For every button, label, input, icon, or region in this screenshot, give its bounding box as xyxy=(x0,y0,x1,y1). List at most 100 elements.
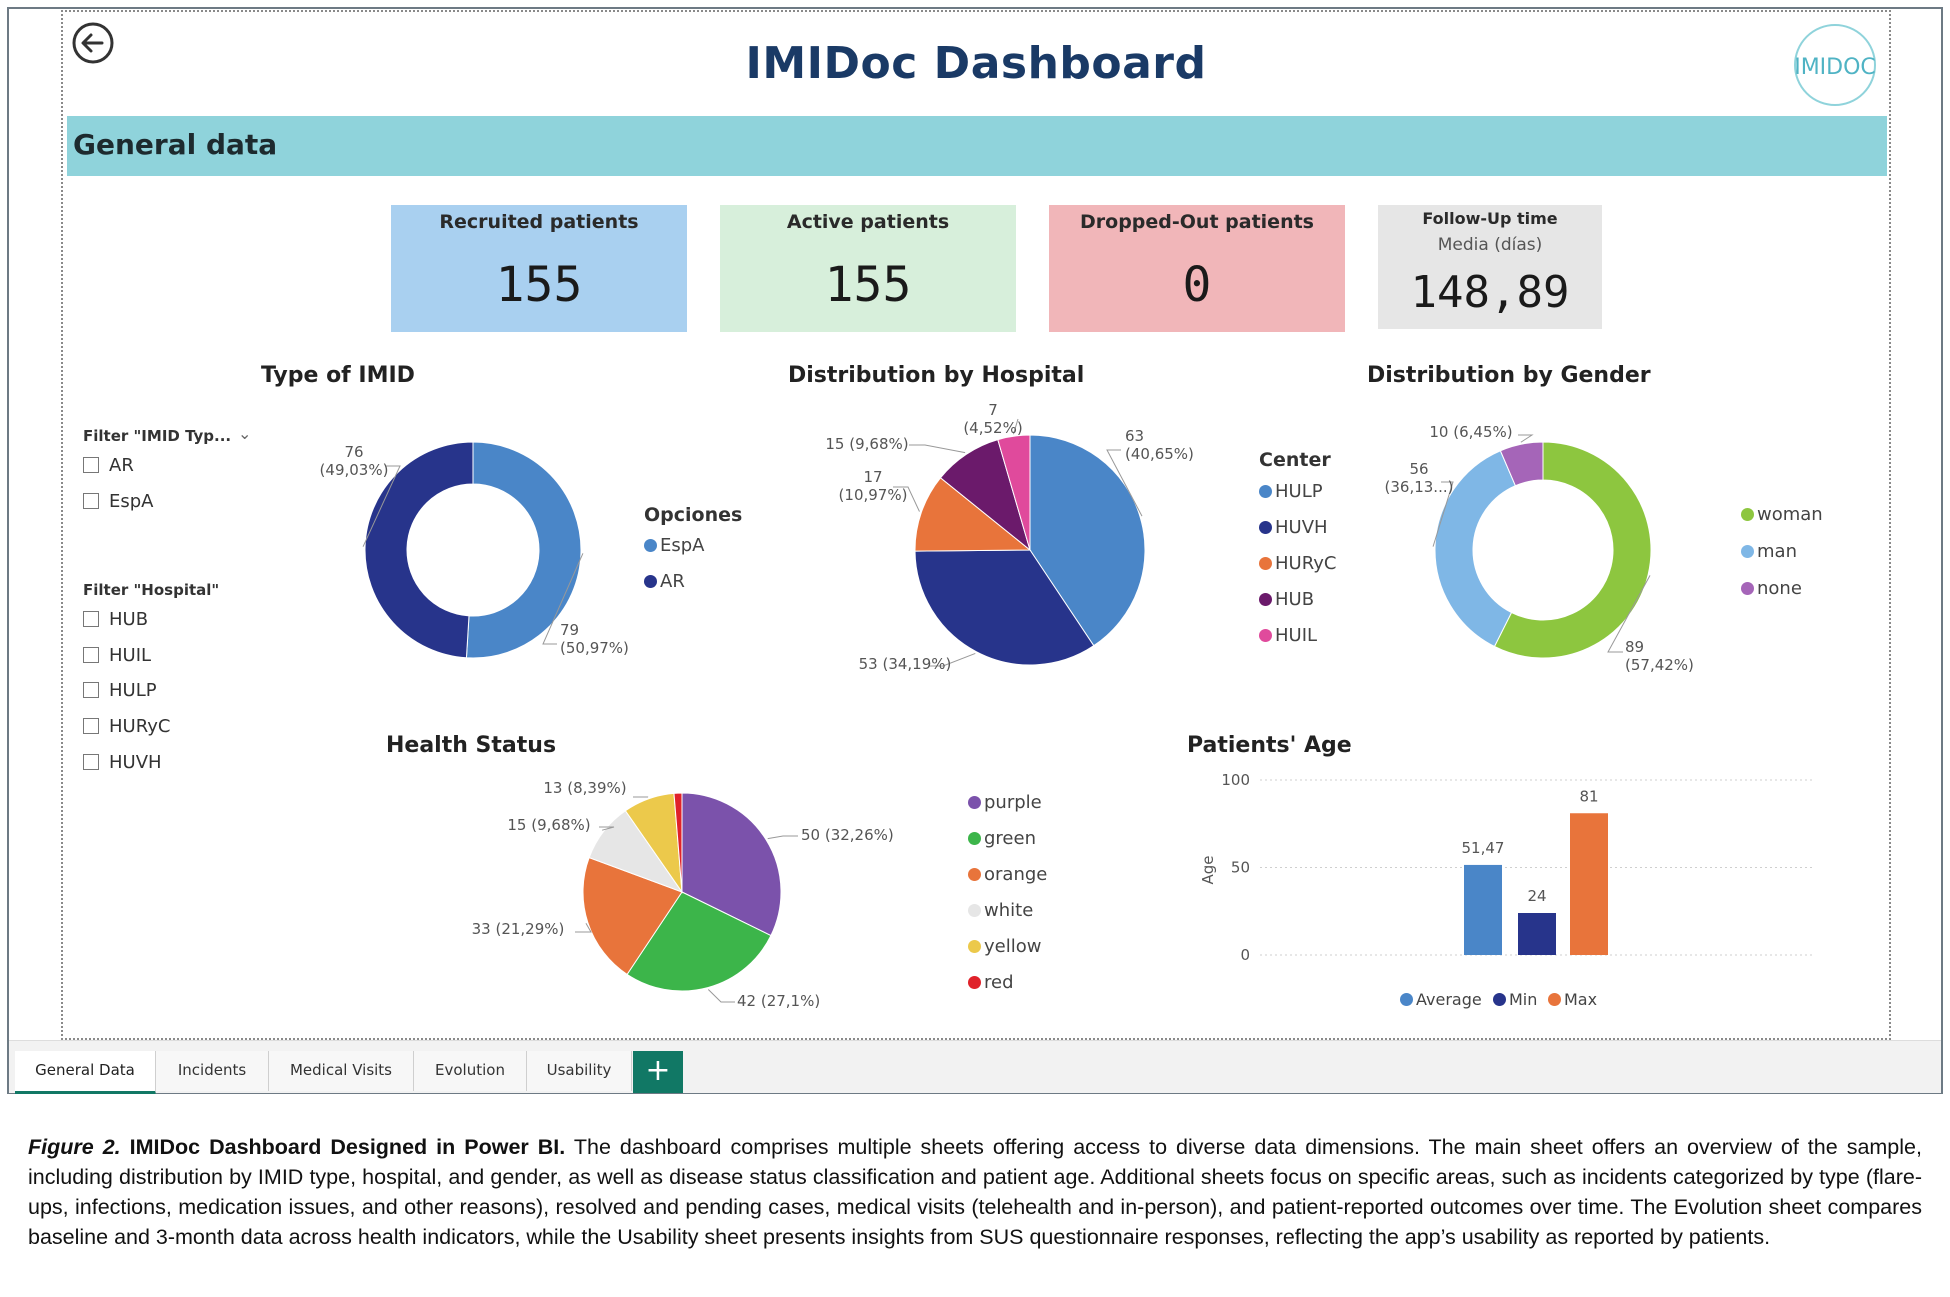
checkbox[interactable] xyxy=(83,493,99,509)
pie-slice-none[interactable] xyxy=(1499,441,1544,487)
data-label: 89 (57,42%) xyxy=(1625,638,1694,674)
legend-item-huil[interactable]: HUIL xyxy=(1259,625,1317,646)
tab-incidents[interactable]: Incidents xyxy=(156,1051,269,1091)
data-label: 15 (9,68%) xyxy=(825,435,908,453)
checkbox[interactable] xyxy=(83,611,99,627)
logo-text: IMIDOC xyxy=(1794,55,1876,80)
filter-option-huryc[interactable]: HURyC xyxy=(83,716,170,737)
add-tab-button[interactable]: + xyxy=(633,1051,683,1093)
legend-label: Min xyxy=(1509,990,1538,1009)
figure-label: Figure 2. xyxy=(28,1135,121,1159)
checkbox[interactable] xyxy=(83,457,99,473)
bar-min[interactable] xyxy=(1518,913,1556,955)
imidoc-logo: IMIDOC xyxy=(1787,21,1883,109)
bar-average[interactable] xyxy=(1464,864,1502,955)
legend-item-hulp[interactable]: HULP xyxy=(1259,481,1323,502)
filter-option-hub[interactable]: HUB xyxy=(83,609,148,630)
legend-label: EspA xyxy=(660,535,705,556)
legend-item-green[interactable]: green xyxy=(968,828,1036,849)
chevron-down-icon[interactable]: ⌄ xyxy=(238,424,252,443)
filter-option-huil[interactable]: HUIL xyxy=(83,645,151,666)
legend-item-average[interactable]: Average xyxy=(1400,990,1482,1009)
data-label: 79 (50,97%) xyxy=(560,621,629,657)
legend-item-yellow[interactable]: yellow xyxy=(968,936,1041,957)
legend-dot xyxy=(1400,993,1413,1006)
pie-slice-orange[interactable] xyxy=(582,856,683,976)
legend-item-hub[interactable]: HUB xyxy=(1259,589,1314,610)
pie-slice-green[interactable] xyxy=(626,891,772,992)
legend-dot xyxy=(968,832,981,845)
pie-slice-red[interactable] xyxy=(673,792,683,893)
pie-slice-ar[interactable] xyxy=(364,441,474,659)
back-arrow-icon[interactable] xyxy=(71,21,115,65)
legend-item-huryc[interactable]: HURyC xyxy=(1259,553,1336,574)
kpi-value: 0 xyxy=(1182,257,1212,313)
legend-item-purple[interactable]: purple xyxy=(968,792,1042,813)
legend-dot xyxy=(968,868,981,881)
leader-line xyxy=(1012,418,1019,435)
legend-label: woman xyxy=(1757,504,1823,525)
pie-slice-woman[interactable] xyxy=(1493,441,1652,659)
data-label: 17 (10,97%) xyxy=(839,468,908,504)
pie-slice-huryc[interactable] xyxy=(914,477,1032,552)
checkbox[interactable] xyxy=(83,718,99,734)
tab-general-data[interactable]: General Data xyxy=(15,1051,156,1094)
filter-option-huvh[interactable]: HUVH xyxy=(83,752,162,773)
legend-item-orange[interactable]: orange xyxy=(968,864,1047,885)
filter-option-espa[interactable]: EspA xyxy=(83,491,154,512)
pie-slice-huvh[interactable] xyxy=(914,549,1095,666)
leader-line xyxy=(1518,434,1534,443)
legend-item-min[interactable]: Min xyxy=(1493,990,1537,1009)
caption-title: IMIDoc Dashboard Designed in Power BI. xyxy=(129,1135,566,1159)
pie-slice-espa[interactable] xyxy=(465,441,582,659)
pie-slice-huil[interactable] xyxy=(997,434,1031,551)
filter-imid-title: Filter "IMID Typ... xyxy=(83,427,232,445)
chart-title-patients-age: Patients' Age xyxy=(1187,733,1352,758)
legend-item-white[interactable]: white xyxy=(968,900,1033,921)
legend-dot xyxy=(1741,508,1754,521)
data-label: 10 (6,45%) xyxy=(1429,423,1512,441)
legend-label: HURyC xyxy=(1275,553,1337,574)
legend-label: AR xyxy=(660,571,685,592)
bar-max[interactable] xyxy=(1570,813,1608,955)
figure-caption: Figure 2. IMIDoc Dashboard Designed in P… xyxy=(28,1132,1922,1252)
kpi-card-active: Active patients 155 xyxy=(720,205,1016,332)
legend-dot xyxy=(1259,593,1272,606)
legend-label: red xyxy=(984,972,1014,993)
legend-item-man[interactable]: man xyxy=(1741,541,1797,562)
legend-item-espa[interactable]: EspA xyxy=(644,535,705,556)
filter-hospital-title: Filter "Hospital" xyxy=(83,581,220,599)
legend-item-huvh[interactable]: HUVH xyxy=(1259,517,1328,538)
legend-dot xyxy=(1259,485,1272,498)
checkbox[interactable] xyxy=(83,754,99,770)
tab-usability[interactable]: Usability xyxy=(527,1051,632,1091)
tab-medical-visits[interactable]: Medical Visits xyxy=(269,1051,414,1091)
bar-value-label: 24 xyxy=(1527,887,1546,905)
kpi-sublabel: Media (días) xyxy=(1437,235,1543,255)
report-canvas: IMIDoc Dashboard IMIDOC General data Rec… xyxy=(61,10,1891,1040)
legend-item-red[interactable]: red xyxy=(968,972,1014,993)
checkbox[interactable] xyxy=(83,682,99,698)
legend-item-woman[interactable]: woman xyxy=(1741,504,1823,525)
data-label: 50 (32,26%) xyxy=(801,826,894,844)
bar-value-label: 81 xyxy=(1579,787,1598,805)
pie-slice-man[interactable] xyxy=(1434,450,1517,648)
legend-title-opciones: Opciones xyxy=(644,504,743,526)
tab-evolution[interactable]: Evolution xyxy=(414,1051,527,1091)
data-label: 15 (9,68%) xyxy=(507,816,590,834)
leader-line xyxy=(362,465,401,547)
leader-line xyxy=(1607,575,1651,653)
legend-item-ar[interactable]: AR xyxy=(644,571,685,592)
kpi-card-dropped: Dropped-Out patients 0 xyxy=(1049,205,1345,332)
checkbox[interactable] xyxy=(83,647,99,663)
filter-option-ar[interactable]: AR xyxy=(83,455,134,476)
legend-label: purple xyxy=(984,792,1042,813)
legend-label: HUVH xyxy=(1275,517,1328,538)
legend-item-none[interactable]: none xyxy=(1741,578,1802,599)
legend-label: man xyxy=(1757,541,1797,562)
pie-slice-purple[interactable] xyxy=(681,792,782,937)
legend-item-max[interactable]: Max xyxy=(1548,990,1597,1009)
filter-option-hulp[interactable]: HULP xyxy=(83,680,157,701)
chart-title-health-status: Health Status xyxy=(386,733,557,758)
legend-dot xyxy=(968,796,981,809)
